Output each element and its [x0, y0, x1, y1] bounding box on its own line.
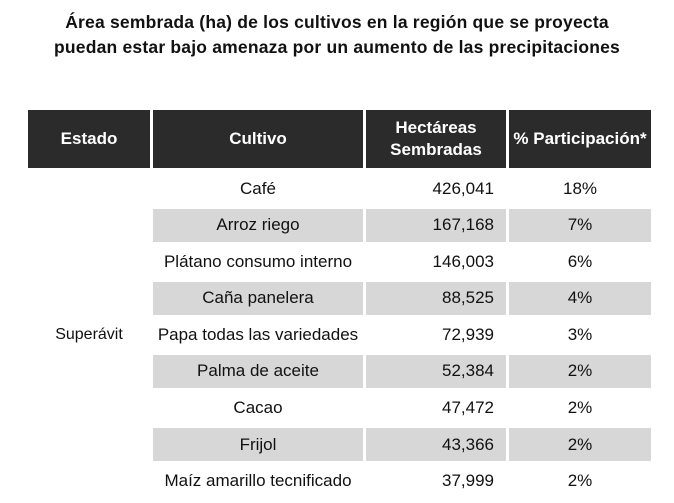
- header-cultivo: Cultivo: [153, 110, 363, 168]
- participacion-cell: 2%: [509, 354, 651, 388]
- title-line-2: puedan estar bajo amenaza por un aumento…: [54, 37, 620, 57]
- table-row: Plátano consumo interno 146,003 6%: [153, 245, 651, 278]
- header-hectareas-line-2: Sembradas: [390, 140, 482, 159]
- table-row: Café 426,041 18%: [153, 172, 651, 205]
- table-row: Caña panelera 88,525 4%: [153, 281, 651, 315]
- participacion-cell: 18%: [562, 178, 598, 198]
- participacion-cell: 2%: [567, 471, 593, 491]
- cultivo-cell: Café: [240, 178, 276, 198]
- hectareas-cell: 37,999: [442, 471, 494, 491]
- hectareas-cell: 43,366: [366, 428, 506, 462]
- cultivo-cell: Papa todas las variedades: [157, 324, 359, 344]
- table-row: Maíz amarillo tecnificado 37,999 2%: [153, 465, 651, 498]
- estado-cell: Superávit: [55, 325, 123, 343]
- table-body: Superávit Café 426,041 18% Arroz riego 1…: [28, 172, 651, 498]
- crop-area-table: Estado Cultivo Hectáreas Sembradas % Par…: [28, 110, 651, 498]
- hectareas-cell: 47,472: [442, 398, 494, 418]
- hectareas-cell: 146,003: [432, 251, 494, 271]
- table-header: Estado Cultivo Hectáreas Sembradas % Par…: [28, 110, 651, 168]
- cultivo-cell: Cacao: [233, 398, 283, 418]
- table-title: Área sembrada (ha) de los cultivos en la…: [0, 10, 674, 60]
- table-row: Arroz riego 167,168 7%: [153, 208, 651, 242]
- hectareas-cell: 426,041: [432, 178, 494, 198]
- hectareas-cell: 52,384: [366, 354, 506, 388]
- participacion-cell: 3%: [567, 324, 593, 344]
- participacion-cell: 2%: [567, 398, 593, 418]
- table-row: Frijol 43,366 2%: [153, 428, 651, 462]
- hectareas-cell: 72,939: [442, 324, 494, 344]
- table-rows: Café 426,041 18% Arroz riego 167,168 7% …: [153, 172, 651, 498]
- cultivo-cell: Arroz riego: [153, 208, 363, 242]
- hectareas-cell: 88,525: [366, 281, 506, 315]
- table-row: Papa todas las variedades 72,939 3%: [153, 318, 651, 351]
- header-estado: Estado: [28, 110, 150, 168]
- cultivo-cell: Caña panelera: [153, 281, 363, 315]
- header-hectareas-line-1: Hectáreas: [395, 118, 477, 137]
- header-participacion: % Participación*: [509, 110, 651, 168]
- cultivo-cell: Plátano consumo interno: [163, 251, 353, 271]
- hectareas-cell: 167,168: [366, 208, 506, 242]
- participacion-cell: 7%: [509, 208, 651, 242]
- table-row: Palma de aceite 52,384 2%: [153, 354, 651, 388]
- table-row: Cacao 47,472 2%: [153, 392, 651, 425]
- participacion-cell: 4%: [509, 281, 651, 315]
- cultivo-cell: Frijol: [153, 428, 363, 462]
- participacion-cell: 2%: [509, 428, 651, 462]
- cultivo-cell: Maíz amarillo tecnificado: [164, 471, 352, 491]
- header-hectareas: Hectáreas Sembradas: [366, 110, 506, 168]
- participacion-cell: 6%: [567, 251, 593, 271]
- cultivo-cell: Palma de aceite: [153, 354, 363, 388]
- title-line-1: Área sembrada (ha) de los cultivos en la…: [65, 12, 609, 32]
